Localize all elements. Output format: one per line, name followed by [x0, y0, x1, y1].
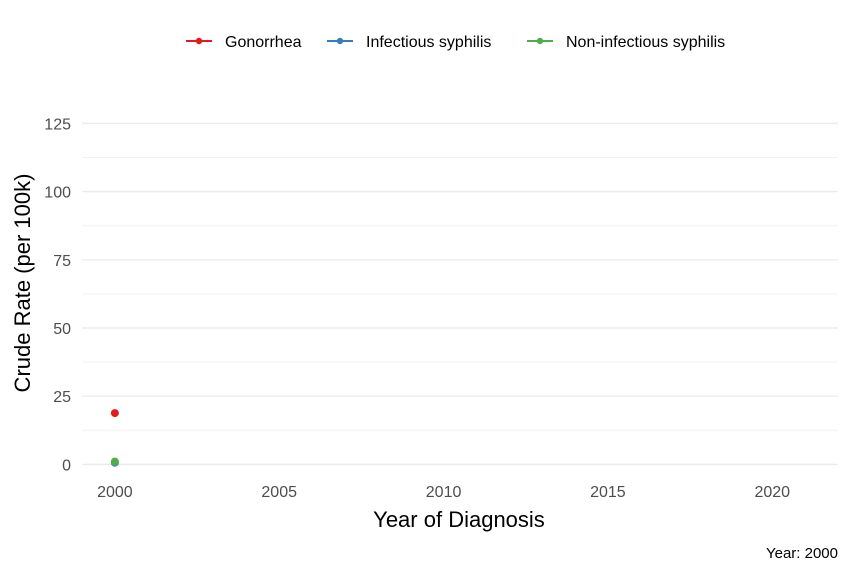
- legend-key-point: [536, 37, 544, 45]
- x-tick-label: 2000: [97, 484, 133, 501]
- y-tick-label: 100: [44, 185, 71, 202]
- legend-key-point: [336, 37, 344, 45]
- y-tick-label: 50: [53, 321, 71, 338]
- y-tick-label: 75: [53, 253, 71, 270]
- y-tick-label: 0: [62, 457, 71, 474]
- legend-label: Infectious syphilis: [366, 34, 491, 51]
- x-tick-label: 2005: [261, 484, 297, 501]
- x-tick-label: 2020: [754, 484, 790, 501]
- x-tick-labels: 2000 2005 2010 2015 2020: [97, 484, 790, 501]
- grid-major: [82, 122, 838, 466]
- y-tick-label: 25: [53, 389, 71, 406]
- grid-minor: [82, 157, 838, 431]
- data-points: [110, 409, 119, 467]
- legend-label: Gonorrhea: [225, 34, 302, 51]
- caption: Year: 2000: [766, 545, 838, 562]
- x-axis-title: Year of Diagnosis: [373, 507, 545, 532]
- legend-key-point: [195, 37, 203, 45]
- x-tick-label: 2015: [590, 484, 626, 501]
- data-point: [110, 457, 119, 466]
- legend-label: Non-infectious syphilis: [566, 34, 725, 51]
- legend: Gonorrhea Infectious syphilis Non-infectio…: [186, 34, 725, 51]
- data-point: [110, 409, 119, 418]
- y-axis-title: Crude Rate (per 100k): [10, 174, 35, 393]
- x-tick-label: 2010: [426, 484, 462, 501]
- y-tick-label: 125: [44, 116, 71, 133]
- y-tick-labels: 0 25 50 75 100 125: [44, 116, 71, 474]
